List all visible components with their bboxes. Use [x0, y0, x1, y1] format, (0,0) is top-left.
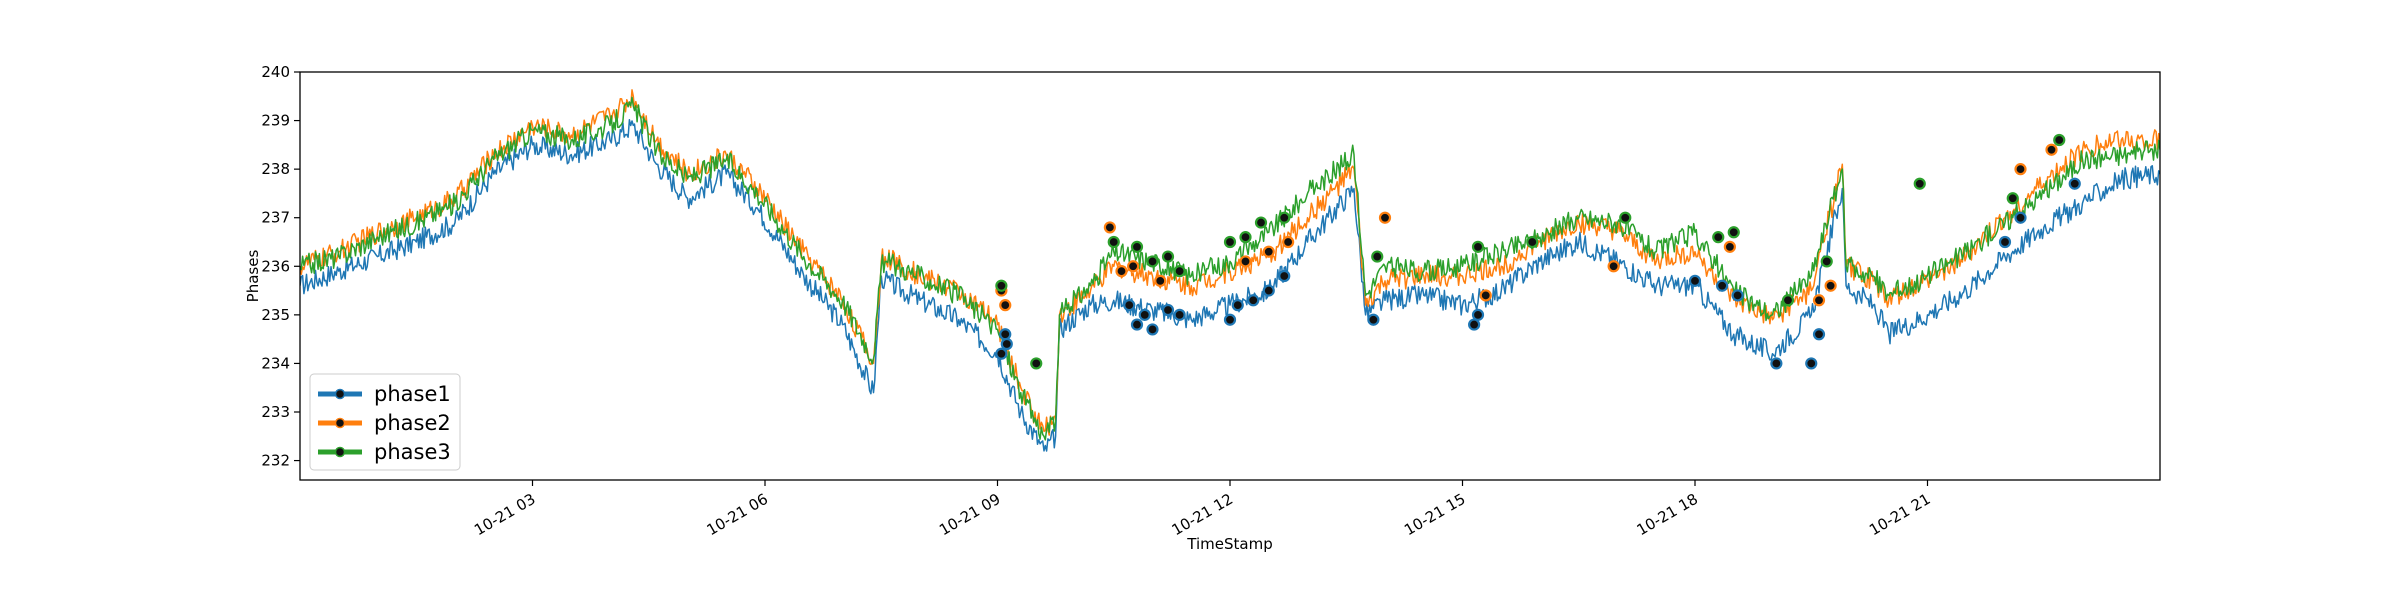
marker-point-phase1: [1123, 299, 1136, 312]
x-tick-label: 10-21 06: [704, 490, 771, 539]
marker-point-phase1: [1716, 279, 1729, 292]
y-tick-label: 236: [261, 257, 290, 275]
legend-label-phase2: phase2: [374, 411, 451, 435]
marker-point-phase2: [1824, 279, 1837, 292]
y-tick-label: 234: [261, 354, 290, 372]
marker-point-phase3: [1239, 231, 1252, 244]
marker-point-phase1: [1231, 299, 1244, 312]
x-axis: 10-21 03 10-21 06 10-21 09 10-21 12 10-21 15…: [471, 480, 1934, 539]
marker-point-phase1: [1262, 284, 1275, 297]
marker-point-phase3: [1619, 211, 1632, 224]
marker-point-phase1: [1471, 308, 1485, 321]
marker-point-phase3: [1161, 250, 1175, 263]
marker-point-phase2: [2014, 163, 2027, 176]
marker-point-phase2: [1378, 211, 1392, 224]
marker-point-phase2: [2045, 143, 2058, 156]
x-tick-label: 10-21 15: [1401, 490, 1468, 539]
y-tick-label: 240: [261, 63, 290, 81]
y-axis-title: Phases: [244, 250, 262, 303]
y-tick-label: 233: [261, 403, 290, 421]
marker-point-phase3: [1173, 265, 1186, 278]
marker-point-phase1: [1130, 318, 1144, 331]
marker-point-phase1: [1161, 303, 1175, 317]
marker-point-phase3: [2053, 133, 2066, 147]
marker-point-phase2: [1607, 260, 1620, 273]
marker-point-phase2: [1103, 221, 1116, 234]
marker-point-phase1: [1770, 357, 1783, 370]
marker-point-phase1: [999, 328, 1012, 341]
y-tick-label: 238: [261, 160, 290, 178]
x-tick-label: 10-21 12: [1169, 490, 1236, 539]
marker-point-phase1: [1367, 313, 1380, 326]
marker-point-phase2: [1262, 245, 1275, 258]
marker-point-phase3: [1727, 226, 1740, 239]
marker-point-phase3: [1254, 216, 1268, 229]
marker-point-phase3: [1146, 255, 1159, 268]
marker-point-phase2: [1723, 240, 1736, 253]
highlight-markers: [995, 133, 2081, 370]
legend: phase1 phase2 phase3: [309, 373, 461, 471]
marker-point-phase1: [2014, 211, 2027, 224]
series-line-phase2: [300, 89, 2160, 436]
x-axis-title: TimeStamp: [1186, 535, 1272, 553]
legend-marker-phase2: [334, 417, 346, 429]
marker-point-phase3: [1526, 235, 1539, 249]
marker-point-phase2: [1479, 289, 1492, 302]
marker-point-phase2: [1282, 235, 1295, 249]
marker-point-phase1: [1247, 294, 1260, 307]
marker-point-phase1: [1731, 289, 1744, 302]
marker-point-phase1: [1688, 274, 1702, 287]
marker-point-phase3: [1107, 235, 1120, 249]
x-tick-label: 10-21 21: [1866, 490, 1933, 539]
marker-point-phase1: [1146, 323, 1159, 336]
marker-point-phase2: [1812, 294, 1826, 307]
marker-point-phase3: [1820, 255, 1833, 268]
legend-label-phase1: phase1: [374, 382, 451, 406]
marker-point-phase1: [995, 347, 1008, 360]
marker-point-phase3: [1030, 357, 1043, 370]
marker-point-phase2: [1115, 265, 1128, 278]
marker-point-phase2: [1154, 274, 1167, 287]
x-tick-label: 10-21 18: [1634, 490, 1701, 539]
marker-point-phase1: [1138, 308, 1151, 321]
marker-point-phase3: [1781, 294, 1795, 307]
marker-point-phase2: [1239, 255, 1252, 268]
marker-point-phase3: [1471, 240, 1485, 253]
x-tick-label: 10-21 03: [471, 490, 538, 539]
marker-point-phase2: [1127, 260, 1140, 273]
legend-marker-phase1: [334, 388, 346, 400]
marker-point-phase2: [999, 299, 1012, 312]
series-layer: [300, 89, 2160, 452]
legend-marker-phase3: [334, 446, 346, 458]
y-axis: 232 233 234 235 236 237 238 239 240: [261, 63, 300, 470]
marker-point-phase3: [1223, 235, 1237, 249]
legend-label-phase3: phase3: [374, 440, 451, 464]
legend-box: [309, 373, 461, 471]
marker-point-phase1: [1173, 308, 1186, 321]
marker-point-phase1: [1998, 235, 2012, 249]
marker-point-phase1: [1278, 269, 1291, 283]
marker-point-phase1: [1812, 328, 1826, 341]
y-tick-label: 235: [261, 306, 290, 324]
y-tick-label: 232: [261, 452, 290, 470]
y-tick-label: 237: [261, 209, 290, 227]
marker-point-phase3: [1371, 250, 1384, 263]
y-tick-label: 239: [261, 112, 290, 130]
marker-point-phase3: [995, 279, 1008, 292]
marker-point-phase3: [1278, 211, 1291, 224]
marker-point-phase3: [1913, 177, 1926, 190]
marker-point-phase1: [1223, 313, 1237, 326]
marker-point-phase1: [2068, 177, 2081, 190]
series-line-phase1: [300, 119, 2160, 452]
marker-point-phase3: [2006, 192, 2019, 205]
series-line-phase3: [300, 96, 2160, 441]
marker-point-phase1: [1805, 357, 1818, 370]
x-tick-label: 10-21 09: [936, 490, 1003, 539]
marker-point-phase1: [1000, 337, 1013, 351]
marker-point-phase3: [1130, 240, 1144, 253]
marker-point-phase3: [1712, 231, 1725, 244]
marker-point-phase1: [1468, 318, 1481, 331]
